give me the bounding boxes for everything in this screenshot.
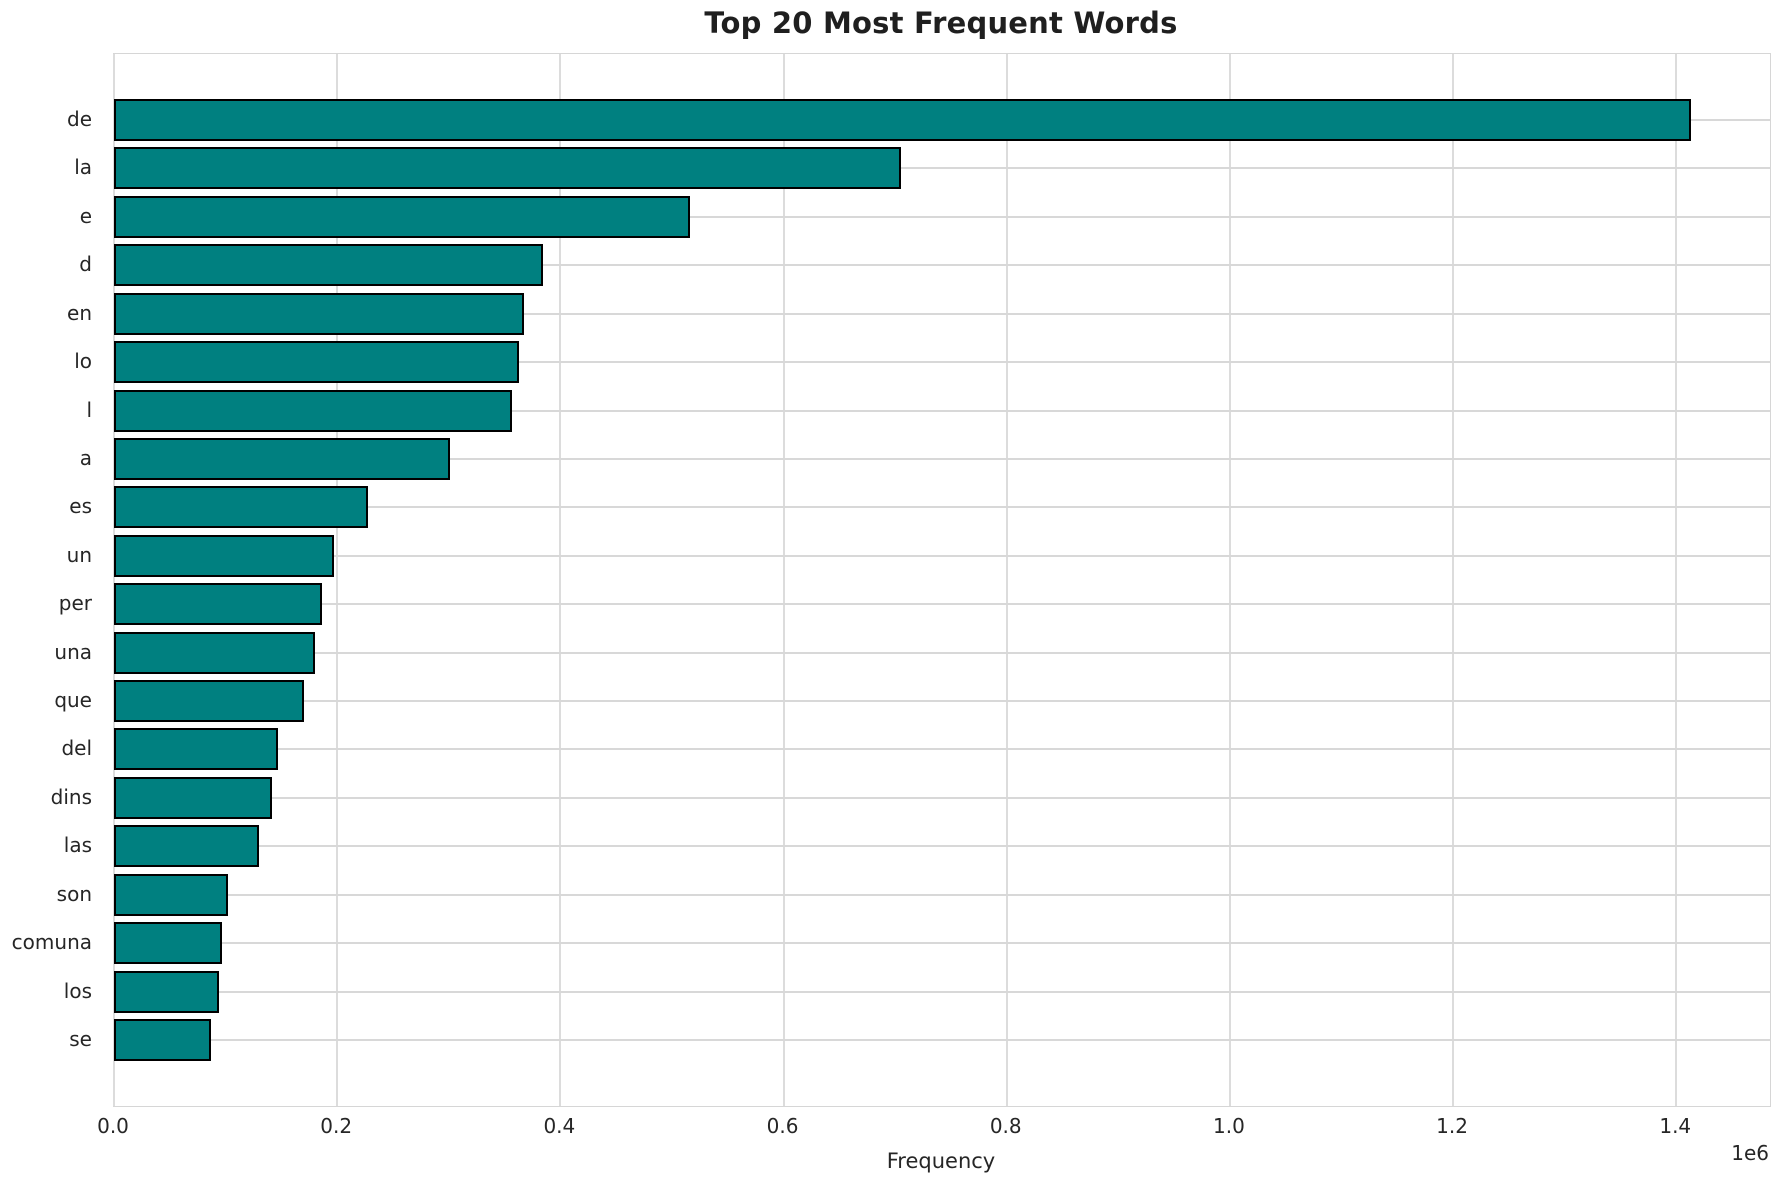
- bar-a: [114, 437, 450, 480]
- y-tick-label-a: a: [79, 445, 92, 470]
- chart-title: Top 20 Most Frequent Words: [704, 6, 1178, 40]
- y-tick-label-las: las: [63, 833, 92, 858]
- y-gridline: [114, 700, 1770, 703]
- y-tick-label-en: en: [67, 300, 92, 325]
- bar-son: [114, 873, 228, 916]
- x-gridline: [559, 54, 562, 1106]
- bar-una: [114, 631, 315, 674]
- x-gridline: [782, 54, 785, 1106]
- bar-un: [114, 534, 334, 577]
- y-gridline: [114, 167, 1770, 170]
- y-gridline: [114, 215, 1770, 218]
- y-gridline: [114, 264, 1770, 267]
- bar-que: [114, 680, 304, 723]
- x-gridline: [1228, 54, 1231, 1106]
- bar-en: [114, 292, 524, 335]
- x-tick-label: 0.2: [320, 1114, 353, 1138]
- y-gridline: [114, 506, 1770, 509]
- y-tick-label-lo: lo: [74, 349, 92, 374]
- x-axis-label: Frequency: [886, 1149, 996, 1173]
- x-gridline: [1005, 54, 1008, 1106]
- x-gridline: [336, 54, 339, 1106]
- y-gridline: [114, 651, 1770, 654]
- bar-es: [114, 486, 369, 529]
- y-gridline: [114, 1039, 1770, 1041]
- y-gridline: [114, 990, 1770, 993]
- y-gridline: [114, 845, 1770, 848]
- y-gridline: [114, 796, 1770, 799]
- y-gridline: [114, 748, 1770, 751]
- y-gridline: [114, 554, 1770, 557]
- y-gridline: [114, 312, 1770, 315]
- x-gridline: [1675, 54, 1678, 1106]
- bar-de: [114, 99, 1691, 141]
- y-tick-label-d: d: [79, 252, 92, 277]
- bar-d: [114, 244, 543, 287]
- x-axis-offset-text: 1e6: [1731, 1141, 1769, 1165]
- x-gridline: [113, 54, 115, 1106]
- y-tick-label-de: de: [67, 107, 92, 131]
- y-tick-label-un: un: [66, 542, 92, 567]
- y-tick-label-la: la: [74, 155, 92, 180]
- x-tick-label: 1.4: [1659, 1114, 1692, 1138]
- x-tick-label: 0.6: [766, 1114, 799, 1138]
- y-tick-label-per: per: [58, 591, 92, 616]
- x-tick-label: 1.2: [1436, 1114, 1468, 1138]
- y-gridline: [114, 409, 1770, 412]
- y-tick-label-l: l: [86, 397, 92, 422]
- x-gridline: [1452, 54, 1455, 1106]
- bar-lo: [114, 341, 520, 384]
- x-tick-label: 0.0: [97, 1114, 129, 1138]
- bar-se: [114, 1019, 212, 1061]
- y-gridline: [114, 457, 1770, 460]
- y-gridline: [114, 893, 1770, 896]
- y-tick-label-se: se: [69, 1027, 92, 1051]
- plot-area: [113, 53, 1771, 1107]
- x-tick-label: 1.0: [1212, 1114, 1245, 1138]
- bar-comuna: [114, 922, 223, 965]
- y-tick-label-del: del: [61, 736, 92, 761]
- y-tick-label-los: los: [63, 978, 92, 1003]
- y-tick-label-e: e: [79, 203, 92, 228]
- y-gridline: [114, 603, 1770, 606]
- bar-las: [114, 825, 260, 868]
- bar-l: [114, 389, 513, 432]
- y-tick-label-es: es: [69, 494, 92, 519]
- bar-dins: [114, 776, 273, 819]
- bar-del: [114, 728, 279, 771]
- bar-per: [114, 583, 322, 626]
- y-tick-label-una: una: [54, 639, 92, 664]
- x-tick-label: 0.4: [543, 1114, 576, 1138]
- y-tick-label-comuna: comuna: [11, 930, 92, 955]
- bar-los: [114, 970, 219, 1013]
- x-tick-label: 0.8: [989, 1114, 1022, 1138]
- y-tick-label-son: son: [56, 881, 92, 906]
- bar-la: [114, 147, 901, 190]
- bar-e: [114, 195, 690, 238]
- y-tick-label-dins: dins: [50, 784, 92, 809]
- y-gridline: [114, 361, 1770, 364]
- y-gridline: [114, 942, 1770, 945]
- y-tick-label-que: que: [54, 688, 92, 713]
